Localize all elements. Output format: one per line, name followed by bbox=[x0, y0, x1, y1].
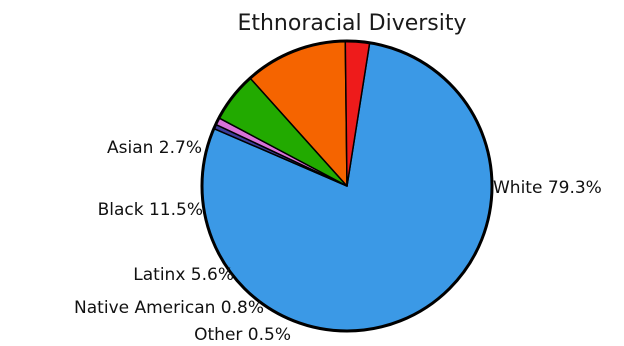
slice-label-white: White 79.3% bbox=[493, 178, 602, 198]
slice-label-latinx: Latinx 5.6% bbox=[133, 265, 234, 285]
pie-outline bbox=[200, 39, 494, 333]
slice-label-native-american: Native American 0.8% bbox=[74, 298, 264, 318]
slice-label-asian: Asian 2.7% bbox=[107, 138, 202, 158]
chart-title: Ethnoracial Diversity bbox=[237, 11, 466, 36]
slice-label-other: Other 0.5% bbox=[194, 325, 291, 345]
slice-label-black: Black 11.5% bbox=[98, 200, 203, 220]
